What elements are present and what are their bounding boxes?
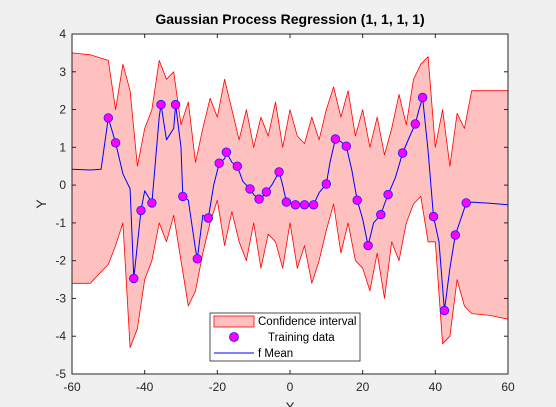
training-point [214,158,224,168]
training-point [410,119,421,129]
mean-line [72,97,508,311]
legend-label-training-data: Training data [268,332,335,344]
training-point [290,200,301,210]
y-tick-label: -3 [55,291,66,305]
training-point [129,273,139,284]
x-tick-label: 40 [429,380,443,394]
chart-title: Gaussian Process Regression (1, 1, 1, 1) [155,11,424,27]
training-point [178,191,188,202]
x-tick-label: -40 [136,380,154,394]
y-tick-label: 0 [59,178,66,192]
y-tick-label: 1 [59,140,66,154]
training-point [203,213,214,223]
training-point [341,141,352,151]
training-point [450,230,461,240]
training-point [428,211,439,222]
training-point [110,138,121,148]
training-point [192,254,203,264]
y-tick-label: -4 [55,329,66,343]
training-point [254,194,264,204]
training-point [352,195,362,205]
training-point [330,134,341,144]
y-tick-label: -2 [55,254,66,268]
y-tick-label: -1 [55,216,66,230]
x-tick-label: -20 [209,380,227,394]
training-point [103,113,114,123]
y-tick-label: 4 [59,27,66,41]
training-point [299,200,310,210]
y-tick-label: 2 [59,103,66,117]
training-point [274,167,284,177]
legend-label-f-mean: f Mean [258,348,293,360]
x-tick-label: 0 [287,380,294,394]
training-point [245,184,255,194]
legend-label-confidence-interval: Confidence interval [258,316,356,328]
legend-swatch-confidence-interval [213,315,255,328]
legend-marker-training-data [229,332,239,342]
legend: Confidence interval Training data f Mean [209,312,361,362]
training-point [383,189,393,200]
training-point [261,187,272,197]
y-tick-label: 3 [59,65,66,79]
training-point [170,99,181,110]
training-point [439,305,450,316]
training-point [147,198,157,208]
training-point [136,205,146,216]
x-tick-label: 60 [501,380,515,394]
training-point [321,179,332,189]
training-point [232,161,243,171]
y-axis-label: Y [33,199,49,209]
x-tick-label: -60 [63,380,81,394]
x-axis-label: X [285,399,295,407]
training-point [461,198,471,208]
ticks-layer: -60 -40 -20 0 20 40 60 -5 -4 -3 -2 -1 0 1 2 3 4 [55,27,515,394]
y-tick-label: -5 [55,367,66,381]
x-tick-label: 20 [356,380,370,394]
training-point [156,99,166,110]
training-point [397,148,408,158]
training-point [376,209,386,220]
data-layer [72,52,508,348]
training-point [221,147,232,157]
training-point [308,200,319,210]
training-point [417,92,428,103]
training-point [281,197,292,207]
training-point [363,240,373,251]
